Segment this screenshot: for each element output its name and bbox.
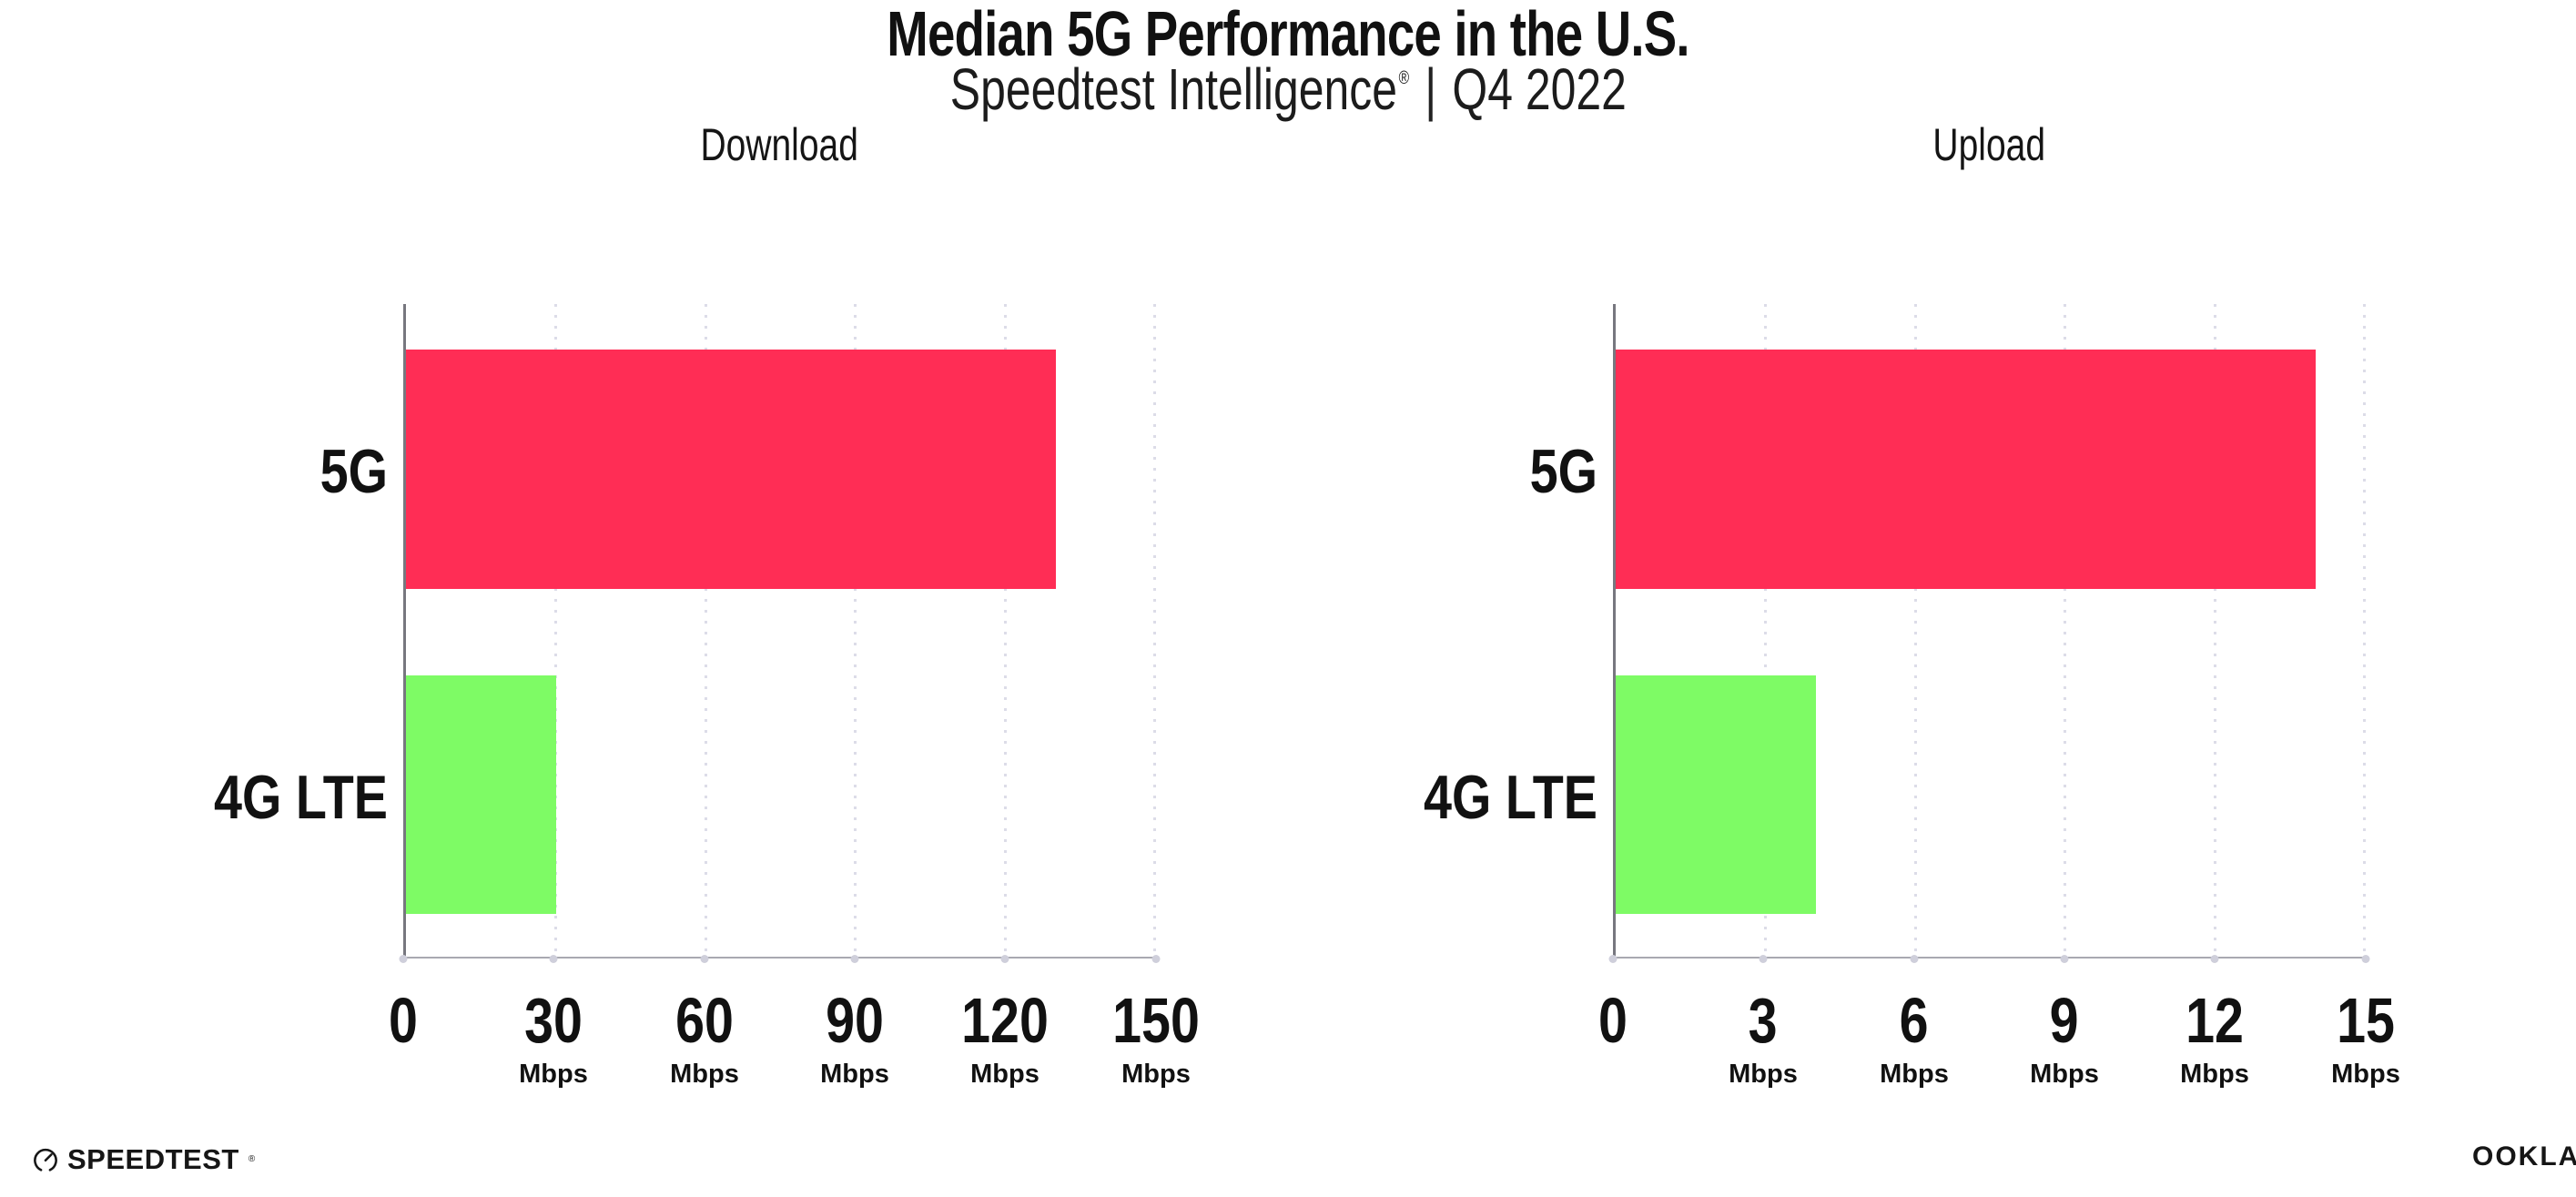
tick-unit-label: Mbps bbox=[519, 1060, 588, 1089]
upload-x-tick-3: 3 Mbps bbox=[1729, 985, 1798, 1089]
download-4g-lte-bar bbox=[406, 675, 556, 915]
download-5g-bar bbox=[406, 350, 1057, 589]
gridline bbox=[1004, 304, 1008, 957]
gridline bbox=[1153, 304, 1156, 957]
tick-unit-label: Mbps bbox=[970, 1060, 1040, 1089]
axis-tick-dot bbox=[1000, 955, 1009, 963]
upload-5g-bar bbox=[1616, 350, 2317, 589]
subtitle-separator: | bbox=[1424, 56, 1436, 122]
download-x-tick-150: 150 Mbps bbox=[1103, 989, 1210, 1088]
tick-unit-label: Mbps bbox=[1729, 1060, 1798, 1089]
gridline bbox=[1763, 304, 1767, 957]
download-x-tick-60: 60 Mbps bbox=[670, 985, 739, 1089]
download-chart-title: Download bbox=[700, 119, 859, 170]
gridline bbox=[553, 304, 557, 957]
axis-tick-dot bbox=[1151, 955, 1161, 963]
tick-unit-label: Mbps bbox=[2030, 1060, 2099, 1089]
upload-x-tick-12: 12 Mbps bbox=[2180, 985, 2249, 1089]
page-subtitle: Speedtest Intelligence® | Q4 2022 bbox=[0, 60, 2576, 118]
gridline bbox=[1913, 304, 1917, 957]
download-category-label-4g-lte: 4G LTE bbox=[213, 763, 388, 832]
upload-x-tick-15: 15 Mbps bbox=[2331, 985, 2400, 1089]
download-x-tick-0: 0 bbox=[389, 985, 418, 1056]
download-x-tick-90: 90 Mbps bbox=[820, 985, 889, 1089]
subtitle-brand: Speedtest Intelligence bbox=[949, 56, 1397, 122]
upload-category-label-4g-lte: 4G LTE bbox=[1423, 763, 1597, 832]
gridline bbox=[854, 304, 857, 957]
ookla-logo: OOKLA® bbox=[2472, 1143, 2576, 1171]
upload-chart-title: Upload bbox=[1932, 119, 2046, 170]
upload-x-tick-0: 0 bbox=[1598, 985, 1628, 1056]
axis-tick-dot bbox=[700, 955, 709, 963]
upload-4g-lte-bar bbox=[1616, 675, 1816, 915]
axis-tick-dot bbox=[850, 955, 859, 963]
page-title-text: Median 5G Performance in the U.S. bbox=[887, 0, 1689, 69]
gridline bbox=[2363, 304, 2366, 957]
speedtest-gauge-icon bbox=[32, 1146, 59, 1173]
page-title: Median 5G Performance in the U.S. bbox=[0, 2, 2576, 66]
ookla-wordmark: OOKLA bbox=[2472, 1141, 2576, 1172]
registered-mark: ® bbox=[1398, 68, 1409, 88]
gridline bbox=[2214, 304, 2217, 957]
axis-tick-dot bbox=[1759, 955, 1768, 963]
download-category-label-5g: 5G bbox=[319, 437, 388, 506]
upload-plot-area bbox=[1613, 304, 2366, 959]
speedtest-trademark-mark: ® bbox=[248, 1154, 256, 1164]
download-x-tick-120: 120 Mbps bbox=[952, 989, 1059, 1088]
tick-unit-label: Mbps bbox=[670, 1060, 739, 1089]
gridline bbox=[2064, 304, 2067, 957]
upload-x-tick-9: 9 Mbps bbox=[2030, 985, 2099, 1089]
axis-tick-dot bbox=[1608, 955, 1618, 963]
speedtest-logo: SPEEDTEST ® bbox=[32, 1145, 255, 1173]
axis-tick-dot bbox=[2210, 955, 2219, 963]
axis-tick-dot bbox=[549, 955, 558, 963]
tick-unit-label: Mbps bbox=[1121, 1060, 1191, 1089]
speedtest-wordmark: SPEEDTEST bbox=[67, 1143, 239, 1175]
axis-tick-dot bbox=[1910, 955, 1919, 963]
tick-unit-label: Mbps bbox=[820, 1060, 889, 1089]
upload-x-tick-6: 6 Mbps bbox=[1880, 985, 1949, 1089]
tick-unit-label: Mbps bbox=[2180, 1060, 2249, 1089]
download-x-tick-30: 30 Mbps bbox=[519, 985, 588, 1089]
upload-category-label-5g: 5G bbox=[1529, 437, 1597, 506]
axis-tick-dot bbox=[2060, 955, 2069, 963]
axis-tick-dot bbox=[399, 955, 408, 963]
tick-unit-label: Mbps bbox=[2331, 1060, 2400, 1089]
tick-unit-label: Mbps bbox=[1880, 1060, 1949, 1089]
gridline bbox=[704, 304, 707, 957]
axis-tick-dot bbox=[2361, 955, 2370, 963]
subtitle-period: Q4 2022 bbox=[1452, 56, 1627, 122]
download-plot-area bbox=[403, 304, 1156, 959]
